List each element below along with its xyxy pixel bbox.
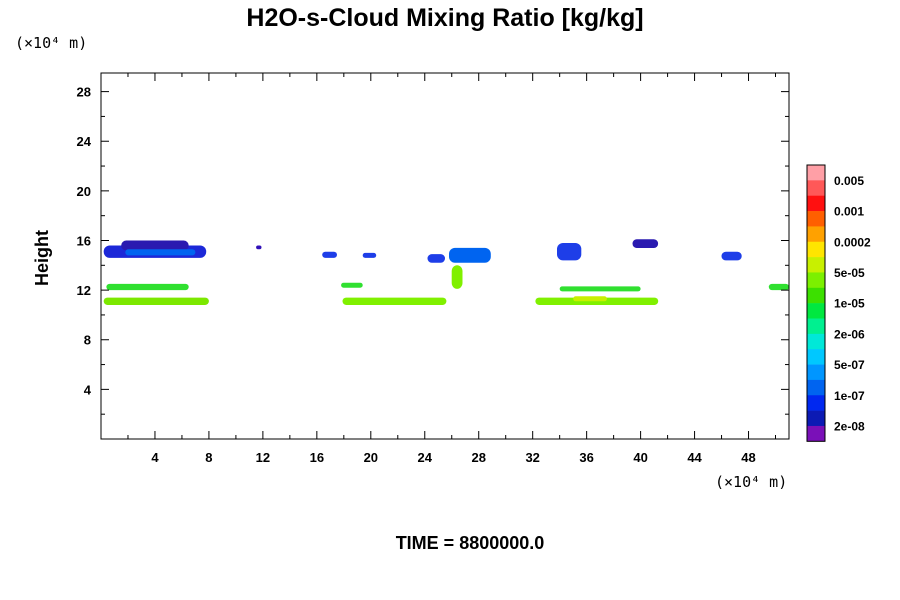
cloud-region-7 <box>449 247 491 263</box>
cloud-region-8 <box>451 265 463 289</box>
colorbar-label: 1e-07 <box>834 389 865 403</box>
x-tick-label: 40 <box>633 450 647 465</box>
y-axis-ticks: 4 8 12 16 20 24 28 <box>77 85 789 415</box>
colorbar-label: 1e-05 <box>834 297 865 311</box>
colorbar-swatch <box>807 364 825 381</box>
colorbar-label: 2e-06 <box>834 327 865 341</box>
x-tick-label: 8 <box>205 450 212 465</box>
colorbar-label: 5e-07 <box>834 358 865 372</box>
x-tick-label: 20 <box>364 450 378 465</box>
y-tick-label: 24 <box>77 134 92 149</box>
y-tick-label: 16 <box>77 233 91 248</box>
cloud-regions <box>103 239 789 305</box>
x-tick-label: 44 <box>687 450 702 465</box>
plot-area <box>101 73 789 439</box>
x-tick-label: 36 <box>579 450 593 465</box>
x-tick-label: 12 <box>256 450 270 465</box>
cloud-region-11 <box>721 251 742 261</box>
cloud-region-15 <box>341 282 363 288</box>
colorbar-swatch <box>807 272 825 289</box>
cloud-region-14 <box>342 297 447 305</box>
cloud-region-3 <box>256 245 262 250</box>
cloud-region-1 <box>121 240 189 251</box>
cloud-region-6 <box>427 254 445 263</box>
cloud-region-19 <box>768 283 789 291</box>
y-tick-label: 12 <box>77 283 91 298</box>
y-tick-label: 4 <box>84 382 92 397</box>
colorbar-swatch <box>807 349 825 365</box>
colorbar-swatch <box>807 195 825 212</box>
x-unit-label: (×10⁴ m) <box>715 473 787 491</box>
colorbar-swatch <box>807 425 825 442</box>
x-tick-label: 32 <box>525 450 539 465</box>
x-tick-label: 28 <box>471 450 485 465</box>
chart-title: H2O-s-Cloud Mixing Ratio [kg/kg] <box>246 4 643 32</box>
plot-frame <box>100 72 790 440</box>
colorbar-swatch <box>807 410 825 427</box>
colorbar-swatch <box>807 303 825 319</box>
x-axis-ticks: 4 8 12 16 20 24 28 32 36 40 44 48 <box>127 73 777 465</box>
colorbar-swatch <box>807 241 825 258</box>
cloud-region-4 <box>322 251 337 258</box>
colorbar-swatch <box>807 287 825 304</box>
x-tick-label: 24 <box>418 450 433 465</box>
colorbar-label: 0.0002 <box>834 235 871 249</box>
cloud-region-18 <box>559 286 641 292</box>
colorbar-frame <box>806 164 826 442</box>
cloud-region-17 <box>573 296 607 302</box>
x-tick-label: 16 <box>310 450 324 465</box>
cloud-region-12 <box>103 297 209 305</box>
colorbar-label: 0.001 <box>834 205 864 219</box>
x-tick-label: 4 <box>151 450 159 465</box>
y-tick-label: 20 <box>77 184 91 199</box>
cloud-region-9 <box>557 243 582 261</box>
cloud-region-2 <box>125 249 196 256</box>
colorbar-swatch <box>807 180 825 196</box>
colorbar-swatch <box>807 379 825 396</box>
colorbar-swatch <box>807 257 825 273</box>
colorbar-swatch <box>807 395 825 411</box>
y-tick-label: 28 <box>77 85 91 100</box>
colorbar-swatch <box>807 165 825 181</box>
cloud-region-10 <box>632 239 659 248</box>
x-tick-label: 48 <box>741 450 755 465</box>
time-footer: TIME = 8800000.0 <box>396 533 545 553</box>
colorbar-swatch <box>807 318 825 335</box>
colorbar-label: 2e-08 <box>834 419 865 433</box>
y-axis-label: Height <box>32 230 52 286</box>
colorbar-label: 5e-05 <box>834 266 865 280</box>
cloud-region-5 <box>362 252 377 258</box>
colorbar-label: 0.005 <box>834 174 864 188</box>
colorbar-swatch <box>807 226 825 243</box>
colorbar-swatch <box>807 211 825 227</box>
y-tick-label: 8 <box>84 333 91 348</box>
cloud-region-13 <box>106 283 189 291</box>
colorbar-swatch <box>807 333 825 350</box>
colorbar: 0.005 0.001 0.0002 5e-05 1e-05 2e-06 5e-07 1e-0… <box>806 164 871 442</box>
y-unit-label: (×10⁴ m) <box>15 34 87 52</box>
